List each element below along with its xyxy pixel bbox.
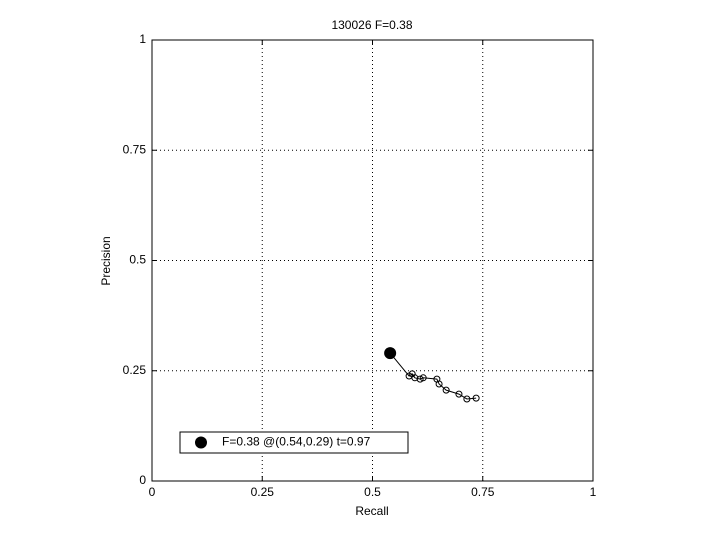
x-tick-label: 0.75: [471, 485, 495, 499]
y-tick-label: 1: [139, 32, 146, 46]
y-tick-label: 0.5: [129, 253, 146, 267]
point: [463, 395, 471, 403]
point: [419, 374, 427, 382]
x-tick-label: 0.25: [251, 485, 275, 499]
x-tick-label: 0.5: [364, 485, 381, 499]
y-tick-label: 0.75: [123, 142, 147, 156]
legend-marker: [195, 436, 207, 449]
x-tick-label: 1: [590, 485, 597, 499]
y-tick-label: 0.25: [123, 363, 147, 377]
point: [455, 390, 463, 398]
point: [442, 386, 450, 394]
point: [472, 394, 480, 402]
point: [384, 347, 397, 360]
y-tick-label: 0: [139, 473, 146, 487]
x-tick-label: 0: [149, 485, 156, 499]
point: [416, 375, 424, 383]
y-axis-label: Precision: [99, 236, 113, 285]
point: [435, 380, 443, 388]
chart-title: 130026 F=0.38: [331, 18, 412, 32]
legend-label: F=0.38 @(0.54,0.29) t=0.97: [222, 435, 371, 449]
x-axis-label: Recall: [355, 504, 388, 518]
legend-box: [179, 431, 409, 454]
plot-frame: [151, 39, 594, 482]
